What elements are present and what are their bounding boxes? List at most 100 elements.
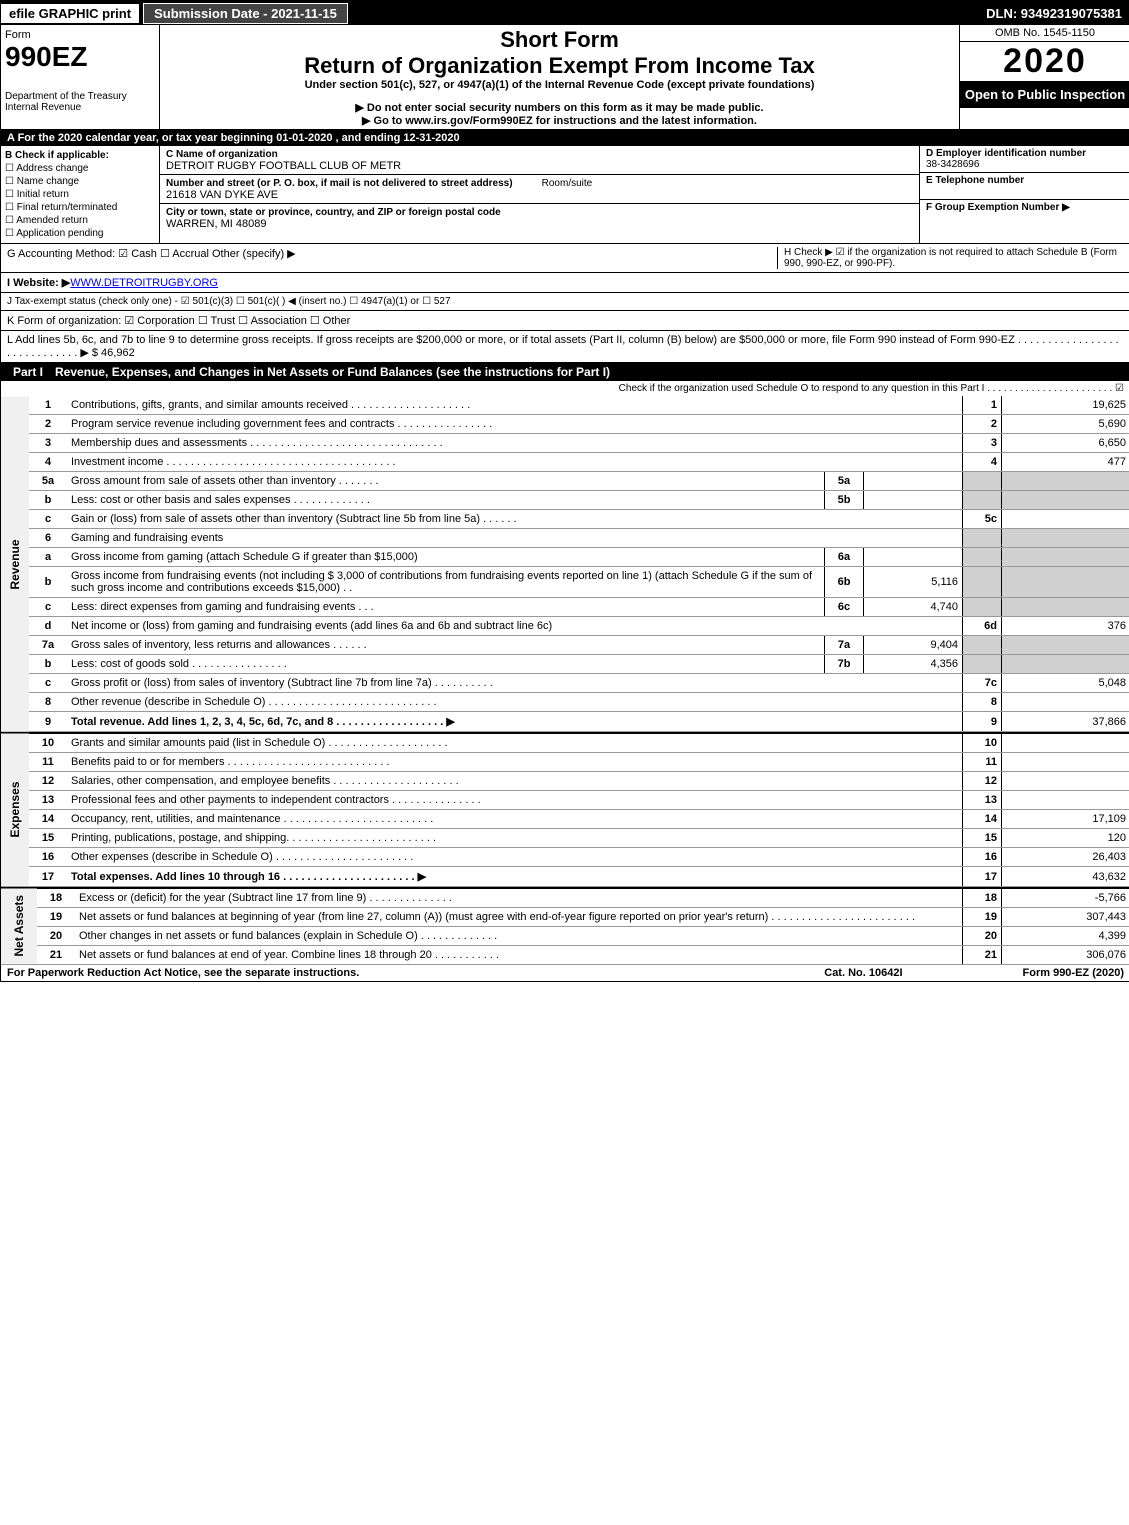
line-desc: Grants and similar amounts paid (list in… (67, 733, 963, 753)
section-label: Revenue (1, 396, 29, 732)
right-num (963, 655, 1002, 674)
line-desc: Other expenses (describe in Schedule O) … (67, 848, 963, 867)
section-label: Net Assets (1, 888, 37, 965)
room-label: Room/suite (542, 178, 593, 189)
inner-line-num: 7b (825, 655, 864, 674)
inner-line-num: 5b (825, 491, 864, 510)
table-row: aGross income from gaming (attach Schedu… (1, 548, 1129, 567)
line-j: J Tax-exempt status (check only one) - ☑… (1, 293, 1129, 311)
table-row: 3Membership dues and assessments . . . .… (1, 434, 1129, 453)
check-address[interactable]: ☐ Address change (5, 163, 155, 174)
ein-value: 38-3428696 (926, 159, 979, 170)
check-initial[interactable]: ☐ Initial return (5, 189, 155, 200)
city-value: WARREN, MI 48089 (166, 218, 266, 230)
part1-desc: Revenue, Expenses, and Changes in Net As… (55, 365, 610, 379)
right-num (963, 567, 1002, 598)
tax-year: 2020 (960, 42, 1129, 81)
line-l: L Add lines 5b, 6c, and 7b to line 9 to … (1, 331, 1129, 363)
box-b-label: B Check if applicable: (5, 150, 109, 161)
right-num: 1 (963, 396, 1002, 415)
amount (1002, 598, 1129, 617)
line-desc: Occupancy, rent, utilities, and maintena… (67, 810, 963, 829)
website-link[interactable]: WWW.DETROITRUGBY.ORG (70, 277, 218, 289)
table-row: 15Printing, publications, postage, and s… (1, 829, 1129, 848)
amount (1002, 655, 1129, 674)
right-num: 13 (963, 791, 1002, 810)
table-row: 16Other expenses (describe in Schedule O… (1, 848, 1129, 867)
line-number: 6 (29, 529, 67, 548)
line-number: d (29, 617, 67, 636)
subtitle: Under section 501(c), 527, or 4947(a)(1)… (162, 79, 957, 91)
expenses-table: Expenses10Grants and similar amounts pai… (1, 732, 1129, 887)
line-desc: Printing, publications, postage, and shi… (67, 829, 963, 848)
line-number: 9 (29, 712, 67, 732)
right-num (963, 548, 1002, 567)
amount (1002, 772, 1129, 791)
part1-header: Part I Revenue, Expenses, and Changes in… (1, 363, 1129, 381)
line-number: c (29, 598, 67, 617)
table-row: 11Benefits paid to or for members . . . … (1, 753, 1129, 772)
table-row: 21Net assets or fund balances at end of … (1, 946, 1129, 965)
line-number: 19 (37, 908, 75, 927)
check-final[interactable]: ☐ Final return/terminated (5, 202, 155, 213)
website-label: I Website: ▶ (7, 277, 70, 289)
line-number: 7a (29, 636, 67, 655)
city-label: City or town, state or province, country… (166, 207, 501, 218)
line-desc: Net assets or fund balances at beginning… (75, 908, 963, 927)
department-label: Department of the Treasury Internal Reve… (5, 91, 155, 113)
amount (1002, 733, 1129, 753)
amount: 307,443 (1002, 908, 1129, 927)
amount: 19,625 (1002, 396, 1129, 415)
table-row: 9Total revenue. Add lines 1, 2, 3, 4, 5c… (1, 712, 1129, 732)
line-desc: Gain or (loss) from sale of assets other… (67, 510, 963, 529)
line-desc: Gaming and fundraising events (67, 529, 963, 548)
amount (1002, 510, 1129, 529)
line-number: b (29, 491, 67, 510)
header-left: Form 990EZ Department of the Treasury In… (1, 25, 160, 129)
check-pending[interactable]: ☐ Application pending (5, 228, 155, 239)
tax-year-row: A For the 2020 calendar year, or tax yea… (1, 130, 1129, 146)
line-desc: Membership dues and assessments . . . . … (67, 434, 963, 453)
amount: 306,076 (1002, 946, 1129, 965)
table-row: 12Salaries, other compensation, and empl… (1, 772, 1129, 791)
right-num: 11 (963, 753, 1002, 772)
line-number: a (29, 548, 67, 567)
right-num: 14 (963, 810, 1002, 829)
right-num: 18 (963, 888, 1002, 908)
amount: 43,632 (1002, 867, 1129, 887)
right-num: 16 (963, 848, 1002, 867)
efile-label[interactable]: efile GRAPHIC print (1, 4, 139, 23)
amount (1002, 791, 1129, 810)
line-desc: Total revenue. Add lines 1, 2, 3, 4, 5c,… (67, 712, 963, 732)
inner-amount (864, 548, 963, 567)
table-row: 2Program service revenue including gover… (1, 415, 1129, 434)
amount: 5,048 (1002, 674, 1129, 693)
line-desc: Gross amount from sale of assets other t… (67, 472, 825, 491)
footer: For Paperwork Reduction Act Notice, see … (1, 965, 1129, 981)
line-number: 2 (29, 415, 67, 434)
inner-amount: 5,116 (864, 567, 963, 598)
amount (1002, 753, 1129, 772)
instruction-1: ▶ Do not enter social security numbers o… (162, 101, 957, 114)
line-desc: Investment income . . . . . . . . . . . … (67, 453, 963, 472)
topbar: efile GRAPHIC print Submission Date - 20… (1, 1, 1129, 25)
line-number: c (29, 510, 67, 529)
inner-amount: 4,740 (864, 598, 963, 617)
paperwork-notice: For Paperwork Reduction Act Notice, see … (7, 967, 359, 979)
table-row: cGain or (loss) from sale of assets othe… (1, 510, 1129, 529)
amount (1002, 693, 1129, 712)
table-row: Revenue1Contributions, gifts, grants, an… (1, 396, 1129, 415)
line-desc: Less: cost or other basis and sales expe… (67, 491, 825, 510)
line-number: 18 (37, 888, 75, 908)
inner-amount: 4,356 (864, 655, 963, 674)
line-number: 5a (29, 472, 67, 491)
amount (1002, 529, 1129, 548)
netassets-table: Net Assets18Excess or (deficit) for the … (1, 887, 1129, 965)
right-num: 6d (963, 617, 1002, 636)
check-name[interactable]: ☐ Name change (5, 176, 155, 187)
table-row: cGross profit or (loss) from sales of in… (1, 674, 1129, 693)
right-num: 12 (963, 772, 1002, 791)
right-num (963, 472, 1002, 491)
check-amended[interactable]: ☐ Amended return (5, 215, 155, 226)
inspection-label: Open to Public Inspection (960, 81, 1129, 108)
